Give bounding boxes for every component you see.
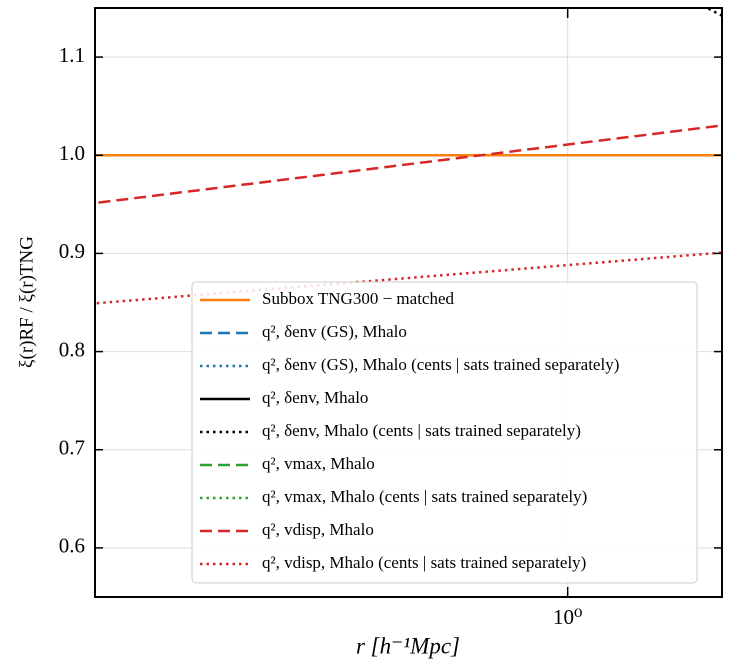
legend-box (191, 281, 698, 584)
x-axis-label: r [h⁻¹Mpc] (356, 633, 460, 658)
series-line (45, 0, 748, 234)
legend-label: q², vmax, Mhalo (cents | sats trained se… (262, 487, 587, 506)
y-tick-label: 0.6 (59, 534, 85, 558)
x-tick-label: 10⁰ (553, 605, 582, 629)
series-line (45, 0, 748, 234)
legend-label: q², δenv, Mhalo (cents | sats trained se… (262, 421, 581, 440)
y-tick-label: 1.1 (59, 43, 85, 67)
legend-label: q², δenv (GS), Mhalo (cents | sats train… (262, 355, 619, 374)
legend-label: q², vdisp, Mhalo (262, 520, 374, 539)
y-tick-label: 0.7 (59, 436, 85, 460)
series-line (704, 8, 722, 18)
y-tick-label: 0.9 (59, 239, 85, 263)
legend-label: q², δenv (GS), Mhalo (262, 322, 407, 341)
legend-label: Subbox TNG300 − matched (262, 289, 455, 308)
plot-frame (94, 7, 723, 598)
series-line (95, 251, 722, 305)
y-axis-label: ξ(r)RF / ξ(r)TNG (16, 236, 37, 368)
series-line (45, 0, 748, 291)
legend-label: q², δenv, Mhalo (262, 388, 368, 407)
y-tick-label: 1.0 (59, 141, 85, 165)
legend-label: q², vdisp, Mhalo (cents | sats trained s… (262, 553, 586, 572)
y-tick-label: 0.8 (59, 337, 85, 361)
legend-label: q², vmax, Mhalo (262, 454, 375, 473)
series-line (45, 0, 748, 258)
